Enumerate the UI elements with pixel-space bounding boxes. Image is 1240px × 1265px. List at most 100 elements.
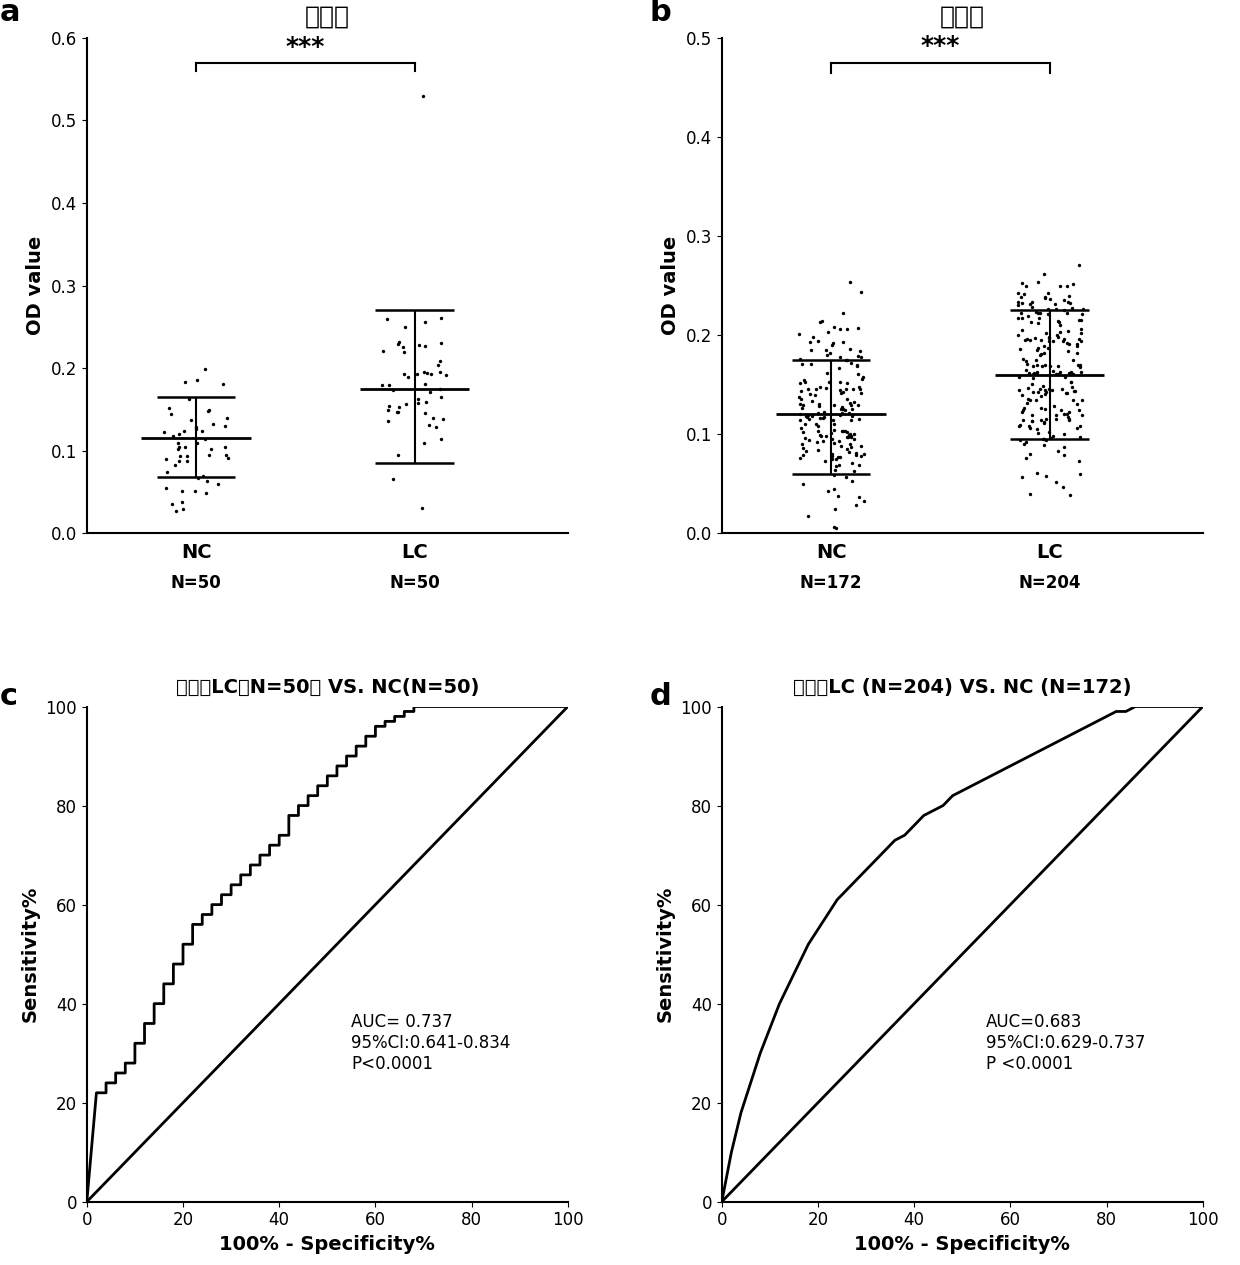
Text: AUC=0.683
95%CI:0.629-0.737
P <0.0001: AUC=0.683 95%CI:0.629-0.737 P <0.0001	[986, 1013, 1146, 1073]
Point	[830, 431, 849, 452]
Point	[1009, 339, 1029, 359]
Point	[1043, 426, 1063, 447]
Point	[433, 410, 453, 430]
Point	[810, 407, 830, 428]
Point	[1039, 326, 1059, 347]
Point	[832, 397, 852, 417]
Point	[1021, 330, 1040, 350]
Point	[389, 396, 409, 416]
Point	[162, 425, 182, 445]
Point	[1008, 295, 1028, 315]
Point	[1042, 380, 1061, 400]
Point	[790, 349, 810, 369]
Point	[1025, 302, 1045, 323]
Point	[806, 380, 826, 400]
Point	[801, 340, 821, 361]
Point	[169, 436, 188, 457]
Point	[1017, 329, 1037, 349]
Point	[1054, 424, 1074, 444]
Point	[1009, 416, 1029, 436]
Point	[1034, 354, 1054, 374]
Point	[1027, 362, 1047, 382]
Point	[195, 359, 215, 380]
Point	[1070, 426, 1090, 447]
Point	[844, 424, 864, 444]
Point	[166, 501, 186, 521]
Point	[1034, 435, 1054, 455]
Point	[804, 328, 823, 348]
Point	[1023, 411, 1043, 431]
Point	[1047, 325, 1066, 345]
Point	[389, 331, 409, 352]
Point	[1059, 363, 1079, 383]
Point	[839, 272, 859, 292]
Point	[810, 312, 830, 333]
Point	[436, 366, 456, 386]
Point	[388, 334, 408, 354]
Point	[825, 316, 844, 336]
Point	[1030, 398, 1050, 419]
Point	[1014, 329, 1034, 349]
Point	[833, 420, 853, 440]
Point	[1025, 390, 1045, 410]
Point	[1012, 293, 1032, 314]
Point	[1059, 409, 1079, 429]
Point	[1012, 467, 1032, 487]
Point	[1028, 312, 1048, 333]
Point	[170, 424, 190, 444]
Point	[813, 402, 833, 423]
Point	[187, 369, 207, 390]
Point	[1058, 340, 1078, 361]
Point	[1059, 401, 1079, 421]
Point	[822, 448, 842, 468]
Point	[1022, 373, 1042, 393]
Point	[847, 445, 867, 466]
Point	[1050, 276, 1070, 296]
Point	[1016, 361, 1035, 381]
Point	[837, 423, 857, 443]
Point	[1030, 330, 1050, 350]
Point	[797, 407, 817, 428]
Point	[1032, 355, 1052, 376]
Point	[1053, 380, 1073, 400]
Point	[1040, 288, 1060, 309]
Point	[851, 435, 870, 455]
Point	[412, 497, 432, 517]
Point	[394, 342, 414, 362]
Point	[1038, 300, 1058, 320]
Point	[171, 481, 191, 501]
Point	[388, 401, 408, 421]
Point	[790, 393, 810, 414]
Point	[822, 444, 842, 464]
Point	[792, 354, 812, 374]
Point	[838, 428, 858, 448]
Point	[1039, 330, 1059, 350]
Text: N=204: N=204	[1018, 573, 1081, 592]
Point	[1012, 309, 1032, 329]
Point	[429, 350, 449, 371]
Point	[198, 445, 218, 466]
Point	[1013, 349, 1033, 369]
Point	[808, 393, 828, 414]
Point	[848, 455, 868, 476]
Point	[836, 467, 856, 487]
Point	[1021, 444, 1040, 464]
Point	[1064, 381, 1084, 401]
Point	[1049, 326, 1069, 347]
Point	[799, 430, 818, 450]
Point	[826, 519, 846, 539]
Point	[201, 439, 221, 459]
Point	[810, 425, 830, 445]
Point	[810, 377, 830, 397]
Point	[1063, 390, 1083, 410]
Point	[806, 414, 826, 434]
Point	[1016, 276, 1035, 296]
Point	[1027, 339, 1047, 359]
Point	[1054, 445, 1074, 466]
Point	[847, 355, 867, 376]
Point	[1043, 361, 1063, 381]
Point	[1017, 392, 1037, 412]
Point	[1071, 390, 1091, 410]
Point	[425, 416, 445, 436]
Point	[1059, 406, 1079, 426]
